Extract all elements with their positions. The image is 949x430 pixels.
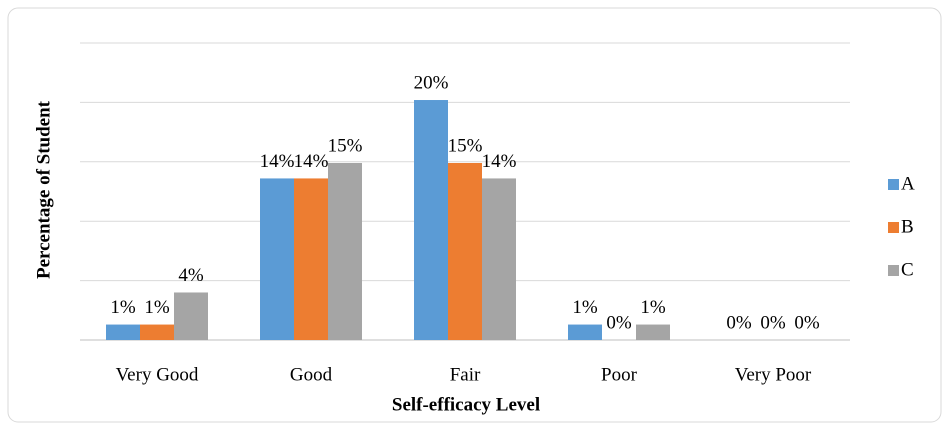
bar bbox=[174, 292, 208, 340]
value-label: 1% bbox=[144, 297, 170, 318]
bar bbox=[294, 178, 328, 340]
value-label: 0% bbox=[760, 312, 786, 333]
bar bbox=[140, 324, 174, 340]
x-tick-label: Fair bbox=[450, 364, 481, 385]
bar bbox=[328, 162, 362, 340]
legend-swatch bbox=[888, 222, 899, 233]
legend-label: A bbox=[901, 173, 915, 194]
legend-label: C bbox=[901, 259, 914, 280]
value-label: 0% bbox=[726, 312, 752, 333]
value-label: 14% bbox=[294, 151, 329, 172]
bar bbox=[448, 162, 482, 340]
legend-swatch bbox=[888, 265, 899, 276]
value-label: 0% bbox=[794, 312, 820, 333]
x-tick-label: Good bbox=[290, 364, 333, 385]
value-label: 1% bbox=[110, 297, 136, 318]
bar bbox=[106, 324, 140, 340]
value-label: 20% bbox=[414, 72, 449, 93]
value-label: 1% bbox=[572, 297, 598, 318]
bar bbox=[568, 324, 602, 340]
value-label: 14% bbox=[482, 151, 517, 172]
value-label: 15% bbox=[448, 135, 483, 156]
y-axis-title: Percentage of Student bbox=[33, 100, 54, 279]
x-axis-title: Self-efficacy Level bbox=[392, 394, 540, 415]
x-tick-label: Poor bbox=[601, 364, 638, 385]
bar bbox=[482, 178, 516, 340]
legend-swatch bbox=[888, 179, 899, 190]
x-tick-label: Very Poor bbox=[735, 364, 812, 385]
bar bbox=[414, 100, 448, 340]
bar bbox=[636, 324, 670, 340]
value-label: 15% bbox=[328, 135, 363, 156]
value-label: 1% bbox=[640, 297, 666, 318]
x-tick-label: Very Good bbox=[116, 364, 199, 385]
bar bbox=[260, 178, 294, 340]
value-label: 0% bbox=[606, 312, 632, 333]
value-label: 14% bbox=[260, 151, 295, 172]
legend-label: B bbox=[901, 216, 914, 237]
value-label: 4% bbox=[178, 265, 204, 286]
